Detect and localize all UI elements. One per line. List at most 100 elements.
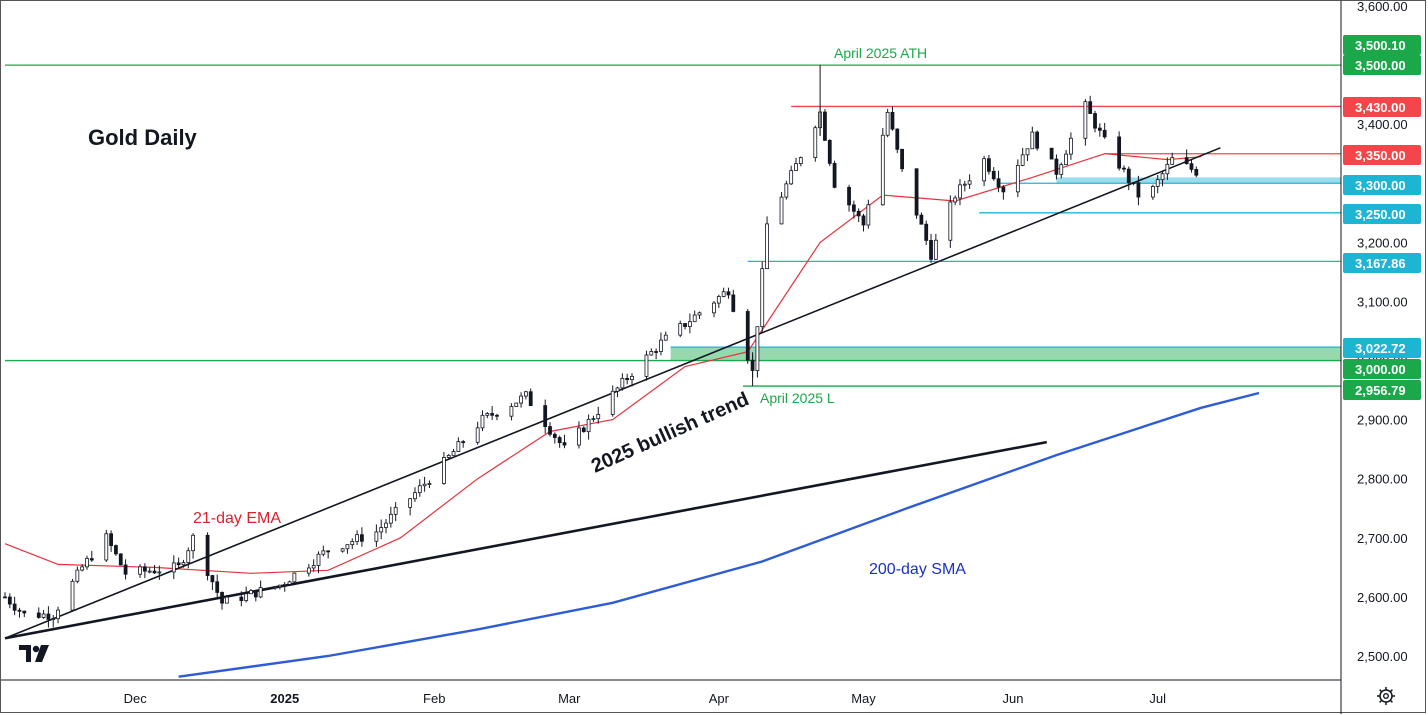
- candle-body: [895, 128, 900, 150]
- candle-body: [712, 302, 716, 314]
- candle-body: [446, 454, 451, 458]
- candle-body: [152, 570, 157, 574]
- candle-body: [442, 456, 446, 484]
- candle-body: [866, 204, 871, 226]
- candle-body: [70, 580, 75, 611]
- candle-body: [919, 214, 924, 225]
- candle-body: [413, 492, 417, 500]
- candle-body: [755, 326, 760, 371]
- candle-body: [282, 584, 287, 586]
- candle-body: [548, 426, 552, 435]
- candle-body: [1136, 182, 1141, 198]
- candle-body: [422, 483, 427, 487]
- candle-body: [3, 596, 7, 599]
- candle-body: [123, 564, 128, 575]
- price-badge: [1343, 338, 1421, 358]
- candle-body: [495, 414, 499, 417]
- ema-layer: [4, 153, 1202, 574]
- price-badge-label: 3,500.10: [1355, 38, 1406, 53]
- candle-body: [625, 378, 630, 380]
- candle-body: [1155, 179, 1160, 187]
- x-tick-label: 2025: [270, 691, 299, 706]
- candle-body: [1170, 157, 1175, 165]
- candle-body: [794, 163, 798, 172]
- price-badge: [1343, 204, 1421, 224]
- annotation-sma: 200-day SMA: [869, 561, 966, 578]
- candle-body: [355, 534, 359, 542]
- annotation-april-low: April 2025 L: [760, 390, 835, 406]
- candle-body: [581, 427, 586, 433]
- candle-body: [760, 268, 765, 328]
- candle-body: [374, 531, 379, 542]
- candle-body: [784, 183, 789, 198]
- price-badge: [1343, 97, 1421, 117]
- price-badge: [1343, 145, 1421, 165]
- candle-body: [953, 197, 958, 203]
- candle-body: [514, 402, 519, 407]
- candle-body: [692, 314, 697, 323]
- candle-body: [22, 610, 27, 614]
- candle-body: [577, 427, 581, 446]
- support-zone: [670, 347, 1341, 361]
- candle-body: [620, 378, 625, 389]
- y-tick-label: 2,600.00: [1357, 590, 1408, 605]
- candle-body: [138, 566, 142, 575]
- price-badge-label: 3,350.00: [1355, 148, 1406, 163]
- candle-body: [80, 566, 85, 571]
- candle-body: [475, 427, 480, 443]
- candle-body: [1160, 173, 1165, 181]
- candle-body: [987, 158, 991, 172]
- x-tick-label: Feb: [423, 691, 445, 706]
- candle-body: [1189, 163, 1194, 170]
- candle-body: [75, 569, 80, 582]
- candle-body: [46, 613, 51, 620]
- candle-body: [456, 441, 461, 452]
- candle-body: [832, 163, 837, 188]
- settings-gear-icon[interactable]: [1377, 687, 1395, 705]
- candle-body: [962, 183, 967, 186]
- price-badge: [1343, 35, 1421, 55]
- candle-body: [630, 375, 634, 380]
- candle-body: [726, 291, 731, 296]
- y-tick-label: 2,700.00: [1357, 531, 1408, 546]
- candle-body: [210, 575, 215, 583]
- candle-body: [1126, 168, 1131, 183]
- candle-body: [948, 201, 953, 241]
- candle-body: [1088, 101, 1093, 114]
- candle-body: [861, 215, 866, 226]
- candle-body: [1151, 186, 1155, 198]
- candle-body: [610, 390, 615, 415]
- candle-body: [779, 196, 784, 225]
- candle-body: [885, 112, 890, 136]
- candle-body: [340, 548, 345, 552]
- candle-body: [273, 586, 277, 589]
- candle-body: [1131, 182, 1136, 184]
- candle-body: [933, 239, 938, 260]
- annotation-ath: April 2025 ATH: [834, 45, 927, 61]
- candle-body: [991, 170, 996, 180]
- x-tick-label: Jun: [1003, 691, 1024, 706]
- price-badge-label: 3,430.00: [1355, 100, 1406, 115]
- candle-body: [224, 596, 229, 604]
- sma-layer: [178, 391, 1260, 678]
- candle-body: [967, 180, 972, 185]
- candle-body: [89, 558, 94, 561]
- tradingview-logo-icon: [19, 645, 49, 662]
- candle-body: [765, 223, 769, 270]
- candle-body: [316, 553, 321, 566]
- candle-body: [524, 391, 528, 397]
- support-zone: [1056, 177, 1341, 184]
- candle-body: [1025, 148, 1030, 156]
- y-tick-label: 2,900.00: [1357, 413, 1408, 428]
- candle-body: [171, 562, 176, 573]
- candle-body: [654, 351, 659, 353]
- candle-body: [1122, 167, 1126, 170]
- price-badge: [1343, 55, 1421, 75]
- candle-body: [1059, 164, 1064, 175]
- candle-body: [393, 506, 398, 515]
- x-tick-label: May: [851, 691, 876, 706]
- candle-body: [118, 553, 123, 566]
- price-badge-label: 3,167.86: [1355, 256, 1406, 271]
